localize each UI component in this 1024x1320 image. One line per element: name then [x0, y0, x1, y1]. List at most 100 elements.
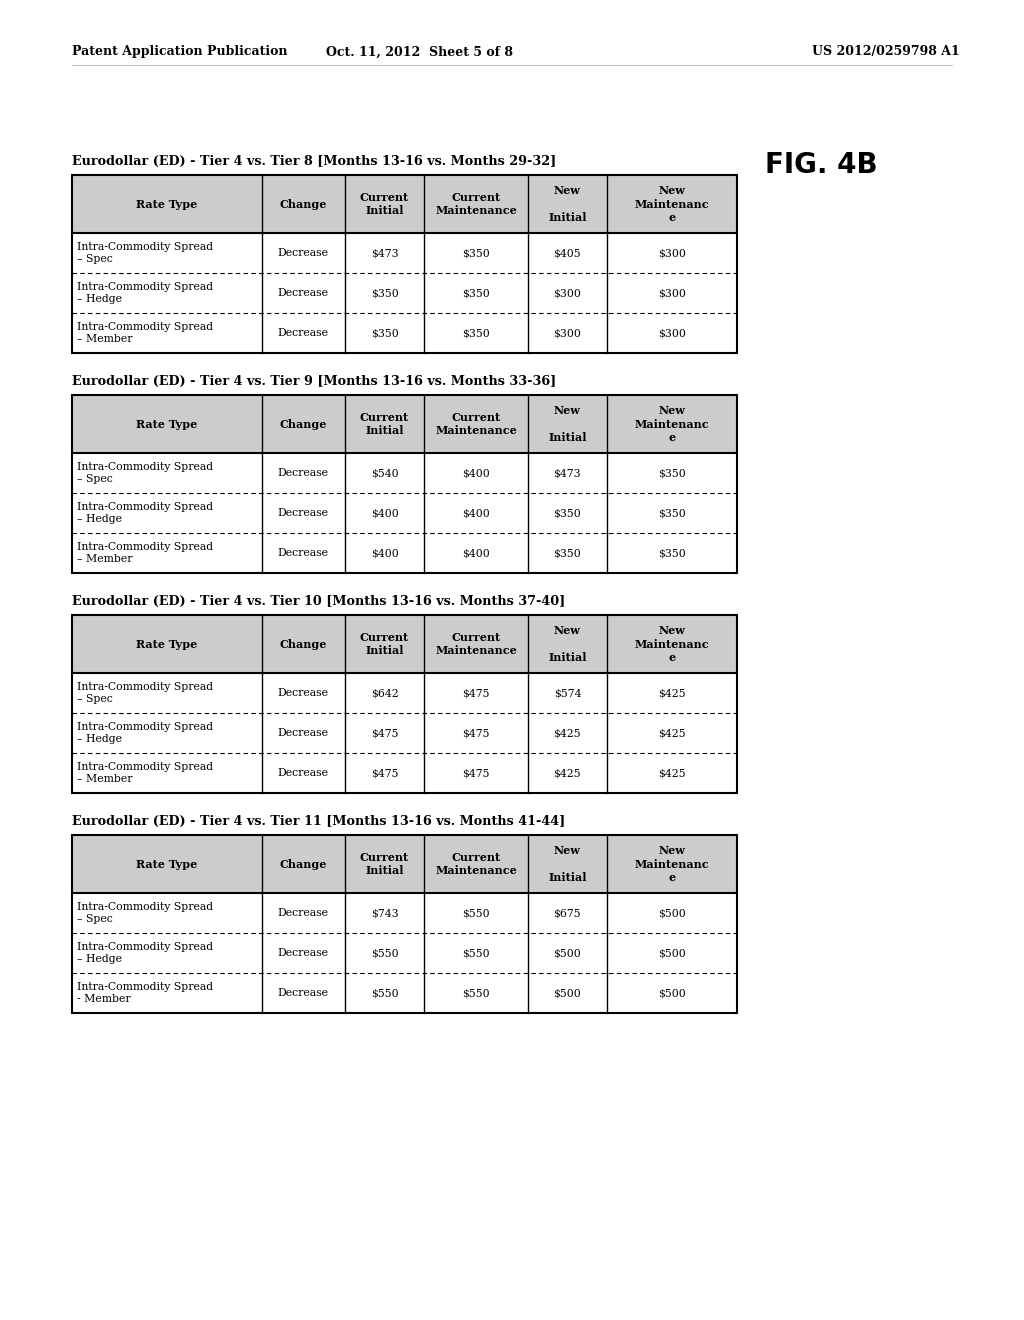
Text: $473: $473: [554, 469, 582, 478]
Text: Decrease: Decrease: [278, 248, 329, 257]
Text: Intra-Commodity Spread
– Member: Intra-Commodity Spread – Member: [77, 762, 213, 784]
Text: Oct. 11, 2012  Sheet 5 of 8: Oct. 11, 2012 Sheet 5 of 8: [327, 45, 513, 58]
Text: Patent Application Publication: Patent Application Publication: [72, 45, 288, 58]
Text: $350: $350: [554, 508, 582, 517]
Text: New

Initial: New Initial: [548, 845, 587, 883]
Text: $350: $350: [658, 548, 686, 558]
Text: $400: $400: [462, 548, 489, 558]
Text: $300: $300: [554, 288, 582, 298]
Text: $475: $475: [462, 729, 489, 738]
Text: $574: $574: [554, 688, 582, 698]
Text: Current
Initial: Current Initial: [360, 412, 410, 437]
Text: New
Maintenanc
e: New Maintenanc e: [635, 624, 710, 663]
Text: Decrease: Decrease: [278, 729, 329, 738]
Text: $475: $475: [462, 768, 489, 777]
Text: Decrease: Decrease: [278, 327, 329, 338]
Text: Rate Type: Rate Type: [136, 858, 198, 870]
Text: $400: $400: [462, 508, 489, 517]
Text: Intra-Commodity Spread
– Spec: Intra-Commodity Spread – Spec: [77, 902, 213, 924]
Text: $550: $550: [462, 948, 489, 958]
Text: Eurodollar (ED) - Tier 4 vs. Tier 9 [Months 13-16 vs. Months 33-36]: Eurodollar (ED) - Tier 4 vs. Tier 9 [Mon…: [72, 375, 556, 388]
Bar: [72, 836, 737, 1012]
Text: Eurodollar (ED) - Tier 4 vs. Tier 8 [Months 13-16 vs. Months 29-32]: Eurodollar (ED) - Tier 4 vs. Tier 8 [Mon…: [72, 154, 556, 168]
Text: Decrease: Decrease: [278, 768, 329, 777]
Text: Eurodollar (ED) - Tier 4 vs. Tier 11 [Months 13-16 vs. Months 41-44]: Eurodollar (ED) - Tier 4 vs. Tier 11 [Mo…: [72, 814, 565, 828]
Text: $350: $350: [554, 548, 582, 558]
Text: $400: $400: [462, 469, 489, 478]
Text: $425: $425: [658, 688, 686, 698]
Text: $425: $425: [554, 729, 582, 738]
Text: Current
Initial: Current Initial: [360, 632, 410, 656]
Text: $425: $425: [658, 768, 686, 777]
Text: $500: $500: [554, 948, 582, 958]
Bar: [72, 176, 737, 352]
Text: $400: $400: [371, 548, 398, 558]
Text: $550: $550: [462, 987, 489, 998]
Text: Change: Change: [280, 639, 327, 649]
Text: New

Initial: New Initial: [548, 185, 587, 223]
Text: $350: $350: [371, 288, 398, 298]
Text: $350: $350: [462, 288, 489, 298]
Text: Current
Initial: Current Initial: [360, 191, 410, 216]
Text: Current
Maintenance: Current Maintenance: [435, 191, 517, 216]
Text: New
Maintenanc
e: New Maintenanc e: [635, 845, 710, 883]
Text: Current
Maintenance: Current Maintenance: [435, 412, 517, 437]
Text: Decrease: Decrease: [278, 688, 329, 698]
Text: $550: $550: [462, 908, 489, 917]
Text: $500: $500: [658, 987, 686, 998]
Text: US 2012/0259798 A1: US 2012/0259798 A1: [812, 45, 961, 58]
Text: Intra-Commodity Spread
– Hedge: Intra-Commodity Spread – Hedge: [77, 502, 213, 524]
Text: $350: $350: [462, 248, 489, 257]
Text: $475: $475: [371, 768, 398, 777]
Text: Intra-Commodity Spread
– Member: Intra-Commodity Spread – Member: [77, 543, 213, 564]
Text: Intra-Commodity Spread
– Member: Intra-Commodity Spread – Member: [77, 322, 213, 343]
Text: $475: $475: [462, 688, 489, 698]
Text: Rate Type: Rate Type: [136, 198, 198, 210]
Text: Rate Type: Rate Type: [136, 639, 198, 649]
Text: Change: Change: [280, 418, 327, 429]
Text: Intra-Commodity Spread
– Hedge: Intra-Commodity Spread – Hedge: [77, 942, 213, 964]
Bar: [72, 836, 737, 894]
Text: $350: $350: [462, 327, 489, 338]
Text: New
Maintenanc
e: New Maintenanc e: [635, 185, 710, 223]
Text: Current
Initial: Current Initial: [360, 851, 410, 876]
Text: New

Initial: New Initial: [548, 624, 587, 663]
Text: $300: $300: [658, 327, 686, 338]
Text: $550: $550: [371, 987, 398, 998]
Text: Decrease: Decrease: [278, 908, 329, 917]
Text: Intra-Commodity Spread
– Hedge: Intra-Commodity Spread – Hedge: [77, 282, 213, 304]
Text: Intra-Commodity Spread
– Spec: Intra-Commodity Spread – Spec: [77, 242, 213, 264]
Text: Decrease: Decrease: [278, 469, 329, 478]
Text: $642: $642: [371, 688, 398, 698]
Text: $300: $300: [658, 288, 686, 298]
Bar: [72, 395, 737, 453]
Text: $350: $350: [658, 508, 686, 517]
Bar: [72, 615, 737, 673]
Text: $743: $743: [371, 908, 398, 917]
Text: $400: $400: [371, 508, 398, 517]
Text: Decrease: Decrease: [278, 508, 329, 517]
Text: $550: $550: [371, 948, 398, 958]
Text: $425: $425: [658, 729, 686, 738]
Text: $500: $500: [658, 948, 686, 958]
Text: Eurodollar (ED) - Tier 4 vs. Tier 10 [Months 13-16 vs. Months 37-40]: Eurodollar (ED) - Tier 4 vs. Tier 10 [Mo…: [72, 595, 565, 609]
Text: Change: Change: [280, 858, 327, 870]
Text: $475: $475: [371, 729, 398, 738]
Text: $500: $500: [554, 987, 582, 998]
Text: Intra-Commodity Spread
– Spec: Intra-Commodity Spread – Spec: [77, 462, 213, 484]
Text: $350: $350: [658, 469, 686, 478]
Text: New
Maintenanc
e: New Maintenanc e: [635, 405, 710, 444]
Text: $500: $500: [658, 908, 686, 917]
Text: Intra-Commodity Spread
– Hedge: Intra-Commodity Spread – Hedge: [77, 722, 213, 743]
Text: $350: $350: [371, 327, 398, 338]
Bar: [72, 395, 737, 573]
Text: $540: $540: [371, 469, 398, 478]
Text: Decrease: Decrease: [278, 948, 329, 958]
Text: Intra-Commodity Spread
- Member: Intra-Commodity Spread - Member: [77, 982, 213, 1003]
Text: Current
Maintenance: Current Maintenance: [435, 632, 517, 656]
Text: Rate Type: Rate Type: [136, 418, 198, 429]
Text: Decrease: Decrease: [278, 987, 329, 998]
Text: $300: $300: [554, 327, 582, 338]
Text: $473: $473: [371, 248, 398, 257]
Text: $425: $425: [554, 768, 582, 777]
